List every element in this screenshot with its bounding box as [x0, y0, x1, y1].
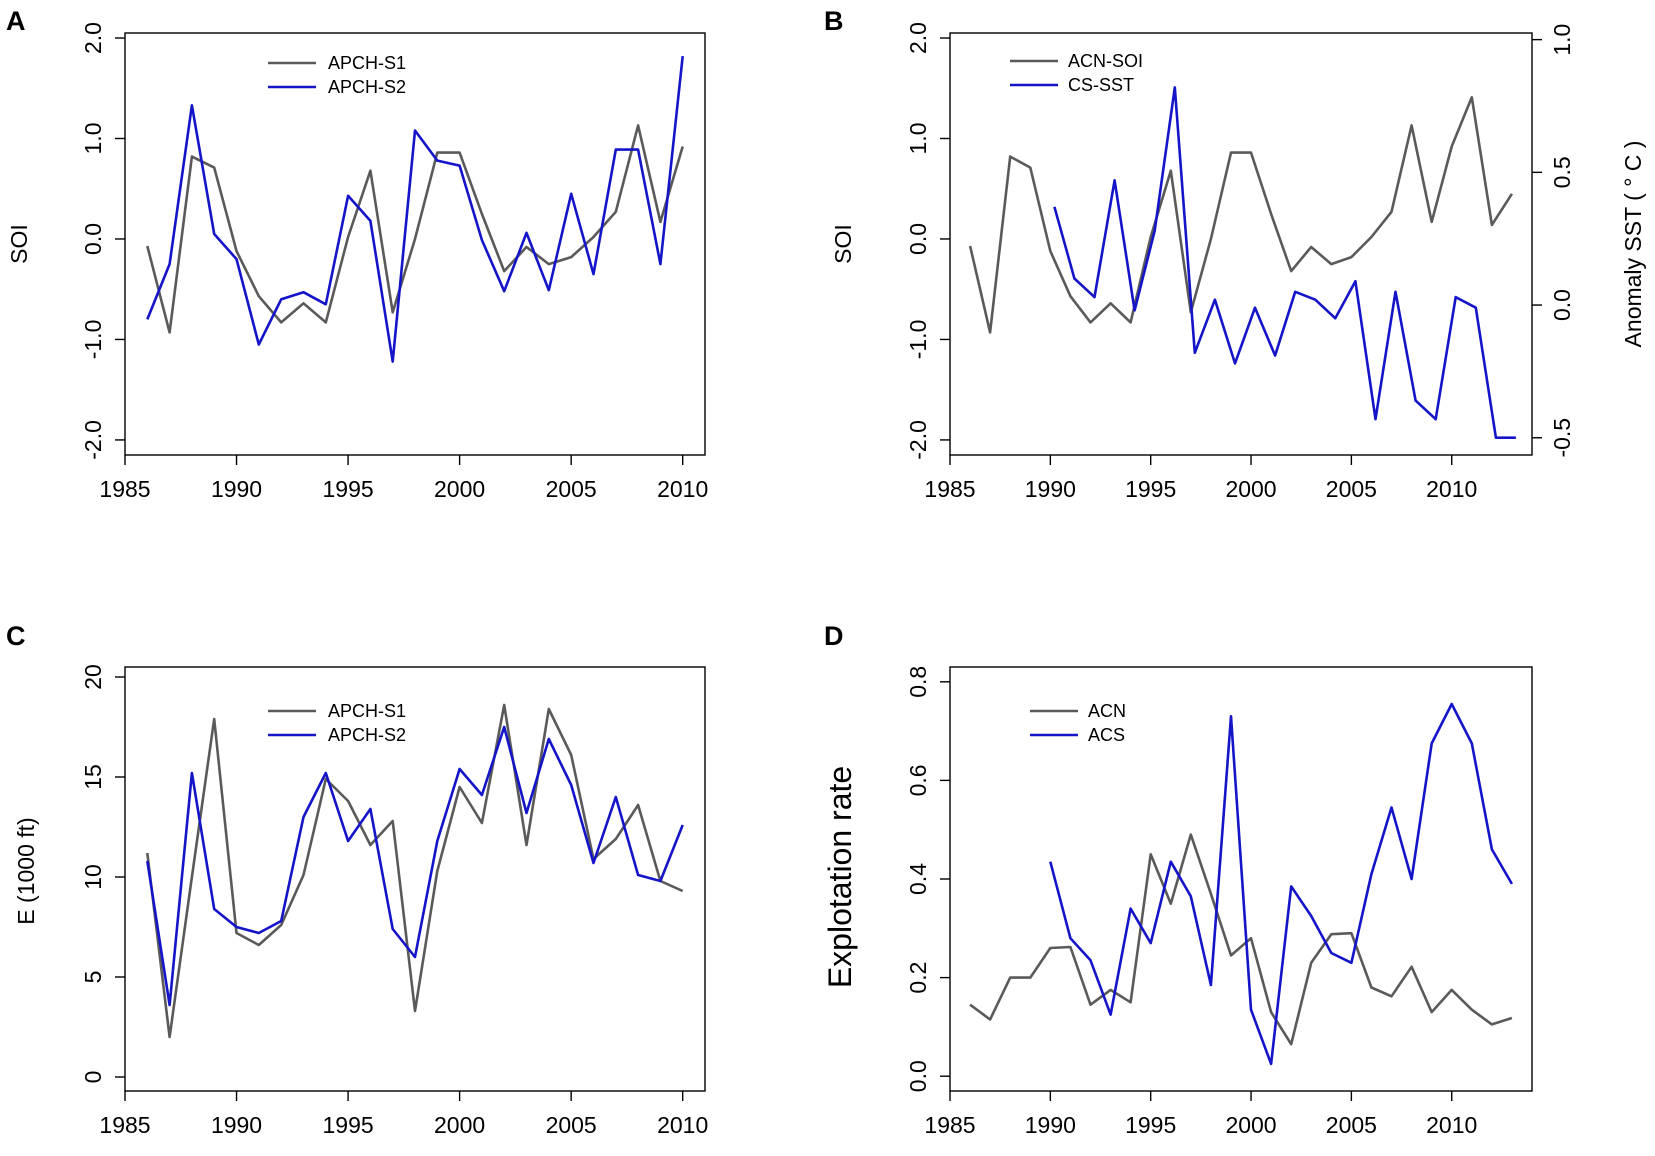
x-tick-label-a-1995: 1995: [322, 476, 373, 502]
y-tick-label-c-3: 15: [80, 764, 106, 790]
y-tick-label-a-1: -1.0: [80, 320, 106, 360]
x-tick-label-c-1995: 1995: [322, 1112, 373, 1138]
x-tick-label-d-1990: 1990: [1025, 1112, 1076, 1138]
x-tick-label-c-1990: 1990: [211, 1112, 262, 1138]
plot-frame-c: [124, 666, 706, 1092]
x-tick-label-b-2000: 2000: [1225, 476, 1276, 502]
legend-label-c-1: APCH-S1: [328, 701, 406, 721]
series-line-a-apch-s1: [146, 124, 684, 334]
legend-label-a-2: APCH-S2: [328, 77, 406, 97]
y-tick-label-d-1: 0.2: [905, 962, 931, 994]
x-tick-label-b-2005: 2005: [1326, 476, 1377, 502]
panel-label-a: A: [6, 6, 26, 36]
legend-label-b-2: CS-SST: [1068, 75, 1134, 95]
y-tick-label-c-1: 5: [80, 971, 106, 984]
panel-d: D Explotation rate ACN ACS 1985 1990 1995 2…: [822, 621, 1533, 1138]
panel-b: B SOI Anomaly SST ( ° C ) ACN-SOI CS-SST…: [824, 6, 1646, 502]
series-line-d-acn: [969, 833, 1513, 1046]
y-axis-title-b: SOI: [830, 224, 856, 264]
panel-label-d: D: [824, 621, 844, 651]
x-tick-label-a-2005: 2005: [546, 476, 597, 502]
y-tick-label-a-4: 2.0: [80, 22, 106, 54]
legend-d: ACN ACS: [1030, 701, 1126, 745]
legend-label-b-1: ACN-SOI: [1068, 51, 1143, 71]
x-tick-label-b-1990: 1990: [1025, 476, 1076, 502]
legend-label-c-2: APCH-S2: [328, 725, 406, 745]
plot-frame-a: [124, 32, 706, 456]
y-tick-label-d-0: 0.0: [905, 1060, 931, 1092]
y-tick-label-b-3: 1.0: [905, 123, 931, 155]
legend-label-d-2: ACS: [1088, 725, 1125, 745]
legend-b: ACN-SOI CS-SST: [1010, 51, 1143, 95]
y-tick-label-a-2: 0.0: [80, 223, 106, 255]
x-tick-label-a-1990: 1990: [211, 476, 262, 502]
y-axis-title-a: SOI: [6, 224, 32, 264]
series-line-b-cs-sst: [1053, 86, 1516, 440]
y-tick-label-b-0: -2.0: [905, 420, 931, 460]
y-tick-label-c-2: 10: [80, 864, 106, 890]
y2-tick-label-b-2: 0.5: [1549, 156, 1575, 188]
x-tick-label-a-2000: 2000: [434, 476, 485, 502]
legend-label-d-1: ACN: [1088, 701, 1126, 721]
y-tick-label-d-3: 0.6: [905, 764, 931, 796]
y-tick-label-a-3: 1.0: [80, 123, 106, 155]
series-line-a-apch-s2: [146, 55, 684, 363]
x-tick-label-b-2010: 2010: [1426, 476, 1477, 502]
x-tick-label-d-1985: 1985: [924, 1112, 975, 1138]
x-tick-label-c-2005: 2005: [546, 1112, 597, 1138]
legend-label-a-1: APCH-S1: [328, 53, 406, 73]
x-tick-label-d-2000: 2000: [1225, 1112, 1276, 1138]
series-line-d-acs: [1049, 702, 1514, 1066]
legend-c: APCH-S1 APCH-S2: [268, 701, 406, 745]
panel-c: C E (1000 ft) APCH-S1 APCH-S2 1985 1990 19…: [6, 621, 708, 1138]
x-tick-label-b-1985: 1985: [924, 476, 975, 502]
y2-tick-label-b-0: -0.5: [1549, 418, 1575, 458]
series-line-b-acn-soi: [968, 96, 1513, 334]
y-tick-label-a-0: -2.0: [80, 420, 106, 460]
y-tick-label-b-2: 0.0: [905, 223, 931, 255]
x-tick-label-a-1985: 1985: [99, 476, 150, 502]
y2-tick-label-b-3: 1.0: [1549, 24, 1575, 56]
y-tick-label-d-4: 0.8: [905, 666, 931, 698]
y-tick-label-b-1: -1.0: [905, 320, 931, 360]
y-tick-label-d-2: 0.4: [905, 863, 931, 895]
y-tick-label-c-0: 0: [80, 1071, 106, 1084]
panel-label-c: C: [6, 621, 26, 651]
y-axis-title-c: E (1000 ft): [13, 817, 39, 924]
panel-label-b: B: [824, 6, 844, 36]
x-tick-label-d-2010: 2010: [1426, 1112, 1477, 1138]
series-line-c-apch-s1: [146, 703, 684, 1039]
series-line-c-apch-s2: [146, 725, 684, 1007]
legend-a: APCH-S1 APCH-S2: [268, 53, 406, 97]
y-tick-label-c-4: 20: [80, 664, 106, 690]
x-tick-label-b-1995: 1995: [1125, 476, 1176, 502]
x-tick-label-c-2000: 2000: [434, 1112, 485, 1138]
x-tick-label-d-1995: 1995: [1125, 1112, 1176, 1138]
panel-a: A SOI APCH-S1 APCH-S2 1985 1990 1995 2000 20…: [6, 6, 708, 502]
y-tick-label-b-4: 2.0: [905, 22, 931, 54]
y-axis-title-d: Explotation rate: [822, 766, 858, 988]
y2-tick-label-b-1: 0.0: [1549, 289, 1575, 321]
x-tick-label-a-2010: 2010: [657, 476, 708, 502]
y2-axis-title-b: Anomaly SST ( ° C ): [1620, 141, 1646, 348]
x-tick-label-c-1985: 1985: [99, 1112, 150, 1138]
x-tick-label-d-2005: 2005: [1326, 1112, 1377, 1138]
plot-frame-b: [949, 32, 1533, 456]
x-tick-label-c-2010: 2010: [657, 1112, 708, 1138]
